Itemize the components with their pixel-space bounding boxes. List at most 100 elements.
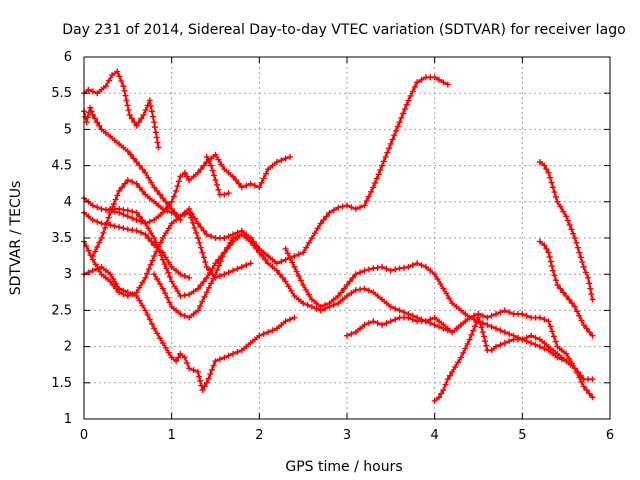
- data-point-marker: [181, 354, 188, 361]
- data-point-marker: [541, 345, 548, 352]
- data-point-marker: [209, 167, 216, 174]
- data-point-marker: [563, 358, 570, 365]
- data-point-marker: [589, 296, 596, 303]
- data-point-marker: [444, 325, 451, 332]
- data-point-marker: [165, 202, 172, 209]
- data-point-marker: [111, 223, 118, 230]
- data-point-marker: [146, 316, 153, 323]
- data-point-marker: [330, 302, 337, 308]
- data-point-marker: [148, 179, 155, 186]
- data-point-marker: [497, 341, 504, 348]
- data-point-marker: [300, 300, 307, 307]
- data-point-marker: [557, 203, 564, 210]
- data-point-marker: [477, 319, 483, 326]
- data-point-marker: [488, 323, 495, 330]
- data-point-marker: [479, 329, 486, 336]
- data-point-marker: [98, 86, 105, 93]
- series-line: [205, 155, 230, 196]
- data-point-marker: [114, 192, 121, 199]
- data-point-marker: [361, 202, 368, 209]
- data-point-marker: [549, 328, 556, 335]
- data-point-marker: [478, 324, 485, 331]
- data-point-marker: [470, 327, 477, 334]
- data-point-marker: [554, 350, 561, 357]
- data-point-marker: [154, 243, 161, 250]
- series-arc-8: [89, 177, 254, 281]
- data-point-marker: [110, 276, 117, 282]
- data-point-marker: [550, 267, 556, 274]
- data-point-marker: [317, 220, 324, 227]
- data-point-marker: [554, 282, 561, 289]
- data-point-marker: [403, 101, 410, 108]
- data-point-marker: [200, 227, 207, 234]
- data-point-marker: [303, 286, 310, 293]
- data-point-marker: [386, 145, 393, 152]
- data-point-marker: [186, 177, 193, 184]
- data-point-marker: [586, 280, 593, 287]
- data-point-marker: [83, 119, 90, 126]
- data-point-marker: [440, 387, 447, 393]
- data-point-marker: [431, 271, 438, 278]
- data-point-marker: [190, 288, 197, 295]
- data-point-marker: [313, 300, 320, 307]
- data-point-marker: [436, 318, 442, 325]
- data-point-marker: [519, 311, 526, 317]
- data-point-marker: [94, 244, 101, 251]
- data-point-marker: [589, 376, 596, 383]
- data-point-marker: [145, 225, 152, 232]
- data-point-marker: [142, 307, 149, 314]
- data-point-marker: [552, 277, 559, 284]
- data-point-marker: [373, 175, 380, 182]
- data-point-marker: [150, 113, 156, 120]
- data-point-marker: [567, 361, 574, 368]
- data-point-marker: [558, 347, 565, 354]
- data-point-marker: [550, 333, 557, 340]
- data-point-marker: [151, 119, 158, 126]
- data-point-marker: [422, 264, 429, 270]
- x-tick-label: 2: [255, 428, 263, 443]
- data-point-marker: [203, 379, 210, 386]
- data-point-marker: [96, 239, 103, 246]
- data-point-marker: [431, 314, 438, 321]
- data-point-marker: [568, 226, 575, 233]
- data-point-marker: [405, 97, 412, 104]
- data-point-marker: [586, 390, 593, 397]
- data-point-marker: [243, 182, 250, 189]
- data-point-marker: [111, 137, 118, 144]
- data-point-marker: [409, 316, 416, 323]
- data-point-marker: [166, 274, 173, 281]
- data-point-marker: [250, 242, 257, 249]
- data-point-marker: [224, 244, 231, 251]
- data-point-marker: [225, 269, 232, 276]
- data-point-marker: [458, 321, 464, 328]
- data-point-marker: [273, 325, 280, 332]
- data-point-marker: [547, 323, 554, 330]
- data-point-marker: [352, 271, 359, 278]
- data-point-marker: [190, 311, 197, 317]
- data-point-marker: [576, 249, 583, 256]
- data-point-marker: [389, 136, 396, 143]
- data-point-marker: [136, 184, 143, 191]
- data-point-marker: [230, 173, 236, 180]
- data-point-marker: [577, 372, 584, 379]
- data-point-marker: [348, 290, 355, 296]
- data-point-marker: [300, 282, 307, 289]
- data-point-marker: [92, 248, 98, 255]
- data-point-marker: [291, 253, 298, 260]
- data-point-marker: [314, 225, 321, 232]
- data-point-marker: [588, 291, 595, 298]
- data-point-marker: [409, 262, 416, 269]
- data-point-marker: [506, 330, 513, 337]
- data-point-marker: [89, 202, 96, 209]
- data-point-marker: [207, 371, 214, 378]
- data-point-marker: [548, 263, 555, 270]
- data-point-marker: [407, 92, 414, 99]
- data-point-marker: [363, 197, 370, 204]
- data-point-marker: [94, 119, 101, 126]
- data-point-marker: [269, 256, 276, 263]
- data-point-marker: [444, 376, 451, 383]
- data-point-marker: [127, 151, 134, 158]
- data-point-marker: [382, 153, 389, 160]
- data-point-marker: [139, 279, 146, 286]
- data-point-marker: [443, 290, 450, 297]
